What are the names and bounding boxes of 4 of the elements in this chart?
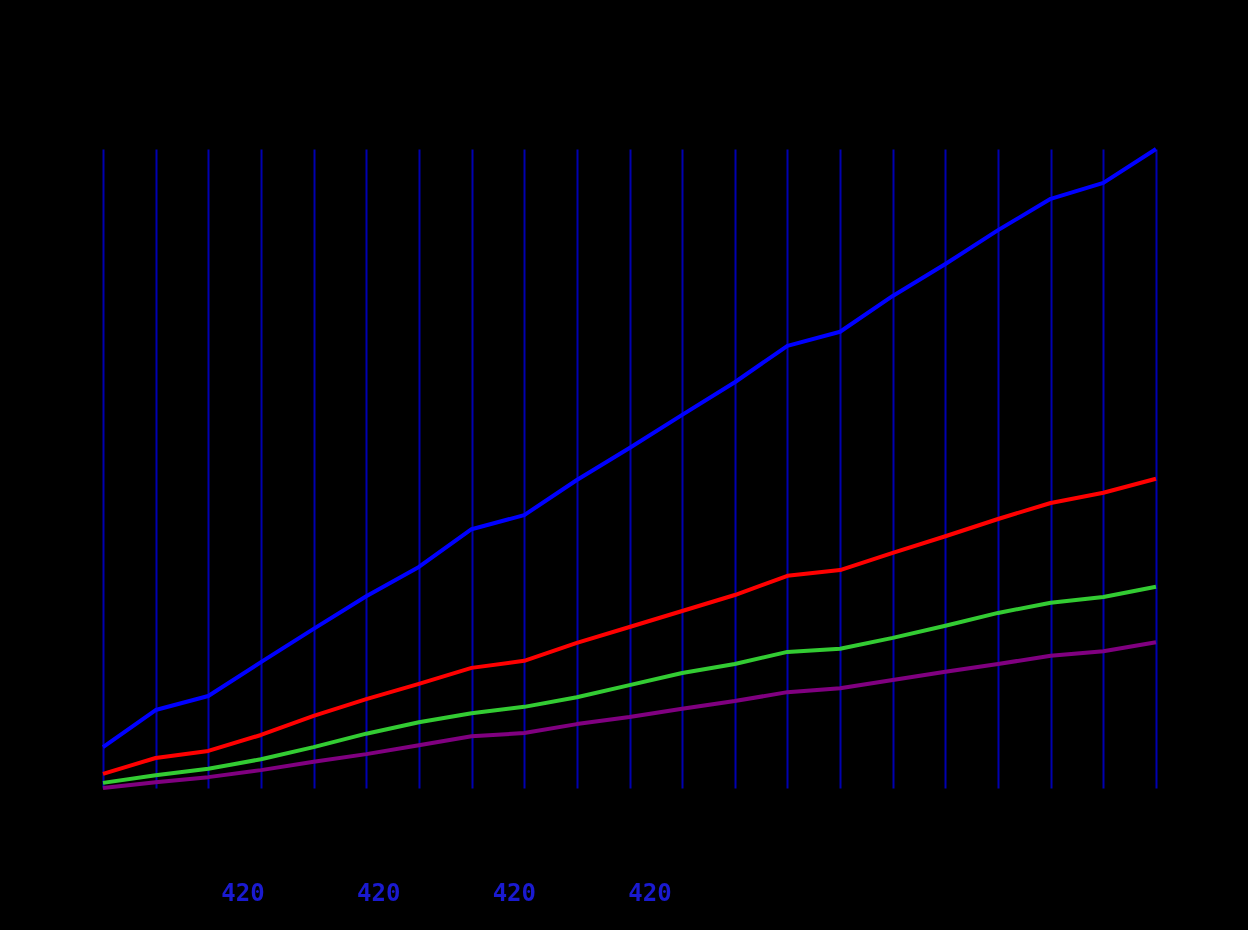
text: 420 <box>492 879 537 907</box>
text: 420 <box>628 879 672 907</box>
text: 420 <box>221 879 265 907</box>
text: 420 <box>356 879 401 907</box>
